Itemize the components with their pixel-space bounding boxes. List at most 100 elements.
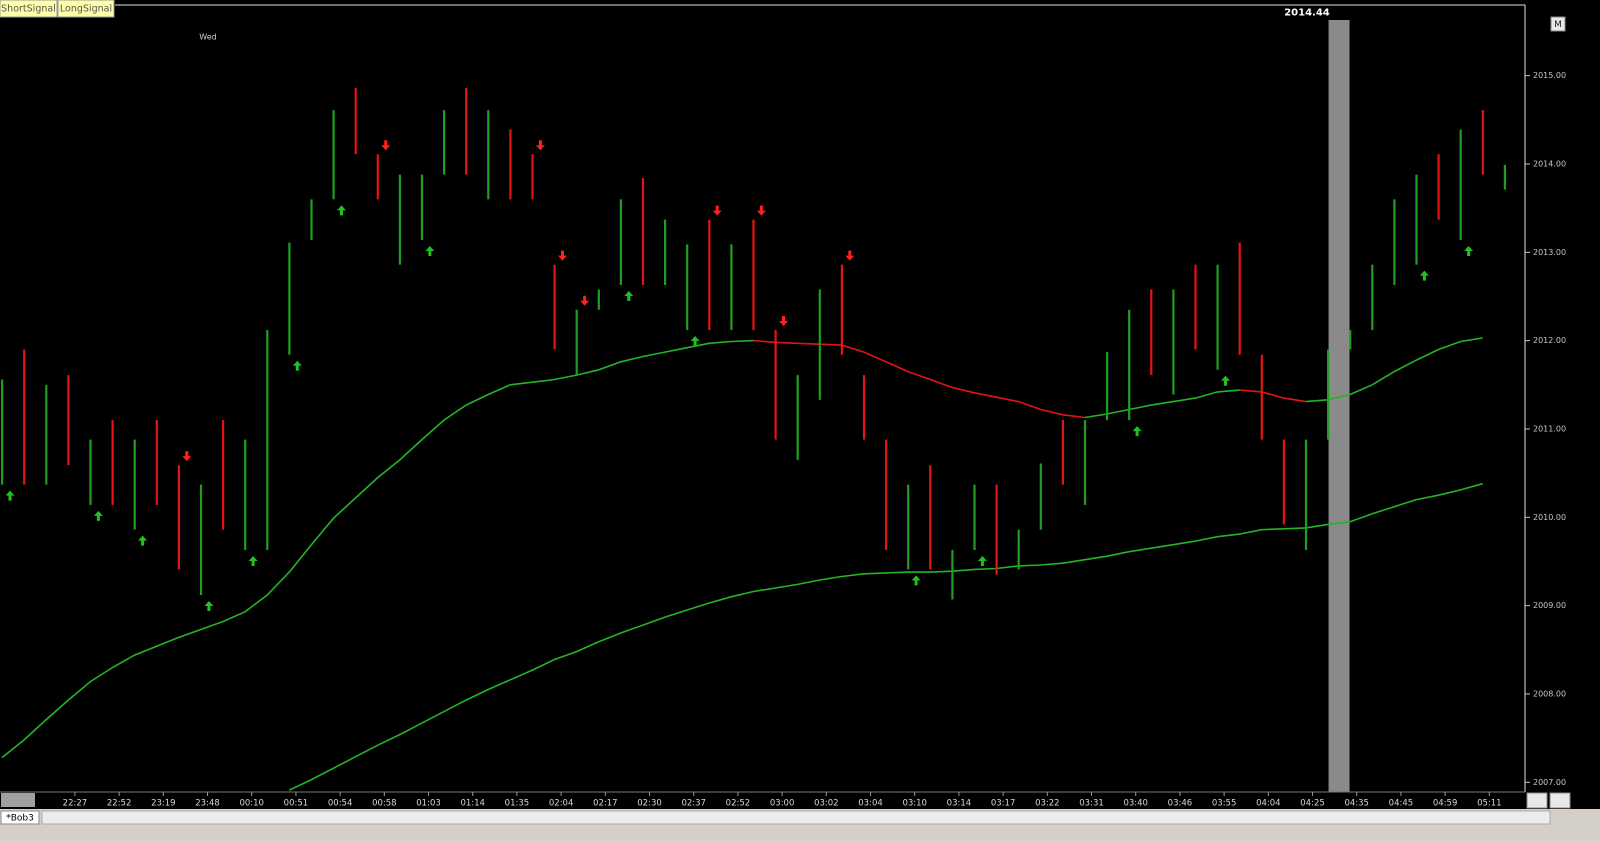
range-bar [951,549,954,600]
long-signal-arrow [1464,245,1474,256]
long-signal-arrow [425,245,435,256]
range-bar [929,465,932,570]
x-tick-label: 22:52 [107,799,132,809]
long-signal-button[interactable] [57,0,115,18]
range-bar [23,349,26,485]
x-tick-label: 02:30 [637,799,662,809]
long-signal-arrow [248,555,258,566]
short-signal-arrow [558,250,567,261]
moving-average [1,339,754,759]
y-tick-label: 2007.00 [1533,778,1566,787]
zoom-button[interactable] [1549,792,1571,809]
range-bar [708,219,711,331]
range-bar [332,110,335,200]
x-tick-label: 04:59 [1433,799,1458,809]
range-bar [222,420,225,530]
refresh-button[interactable] [1526,792,1548,809]
range-bar [531,154,534,200]
long-signal-arrow [292,360,302,371]
range-bar [818,289,821,400]
x-tick-label: 03:00 [770,799,795,809]
scrollbar[interactable] [41,810,1551,825]
long-signal-arrow [138,535,148,546]
range-bar [1172,289,1175,395]
short-signal-button[interactable] [0,0,58,18]
y-tick-label: 2008.00 [1533,689,1566,698]
range-bar [509,129,512,200]
short-signal-arrow [381,140,391,151]
range-bar [686,244,689,331]
y-tick-label: 2010.00 [1533,513,1566,522]
scroll-handle[interactable] [1,793,35,807]
x-tick-label: 03:04 [858,799,883,809]
range-bar [354,88,357,155]
range-bar [553,264,556,350]
x-tick-label: 22:27 [63,799,88,809]
range-bar [1083,420,1087,505]
x-tick-label: 02:17 [593,799,618,809]
tab-label[interactable]: *Bob3 [6,814,34,824]
range-bar [1349,330,1352,350]
x-tick-label: 02:37 [681,799,706,809]
range-bar [111,420,114,505]
y-tick-label: 2013.00 [1533,248,1566,257]
price-label: 2014.44 [1284,8,1330,19]
range-bar [310,199,313,240]
x-tick-label: 05:11 [1477,799,1502,809]
range-bar [288,242,291,355]
short-signal-arrow [535,140,545,151]
range-bar [752,219,755,331]
plot-area [1,20,1506,792]
range-bar [1017,529,1020,570]
range-bar [641,178,645,285]
tab[interactable] [0,810,40,825]
range-bar [67,375,70,466]
day-label: Wed [199,33,216,42]
range-bar [1437,154,1440,220]
x-tick-label: 03:46 [1168,799,1193,809]
moving-average [1084,389,1240,419]
range-bar [177,465,180,570]
long-signal-arrow [1419,270,1429,281]
short-signal-arrow [182,451,192,462]
range-bar [89,439,92,505]
moving-average [753,339,1085,419]
range-bar [664,219,667,285]
moving-average [1305,337,1483,403]
range-bar [420,174,424,240]
x-tick-label: 01:14 [460,799,485,809]
long-signal-label[interactable]: LongSignal [60,4,112,15]
corner-button[interactable] [1550,16,1566,32]
x-tick-label: 03:22 [1035,799,1060,809]
range-bar [1503,164,1506,190]
range-bar [885,439,888,550]
range-bar [796,375,799,460]
x-tick-label: 01:35 [505,799,530,809]
short-signal-label[interactable]: ShortSignal [1,4,56,15]
long-signal-arrow [337,205,346,216]
range-bar [1260,354,1263,440]
corner-button-label[interactable]: M [1554,20,1562,30]
long-signal-arrow [624,290,634,301]
range-bar [155,420,158,505]
y-tick-label: 2014.00 [1533,159,1566,168]
range-bar [1459,129,1462,240]
y-tick-label: 2012.00 [1533,336,1566,345]
short-signal-arrow [845,250,855,261]
range-bar [1150,289,1153,376]
range-bar [465,88,468,175]
x-tick-label: 03:31 [1079,799,1104,809]
y-tick-label: 2009.00 [1533,601,1566,610]
range-bar [376,154,379,200]
short-signal-arrow [712,205,722,216]
moving-average [288,482,1483,791]
range-bar [1393,199,1396,285]
x-tick-label: 03:17 [991,799,1016,809]
long-signal-arrow [93,510,103,521]
range-bar [597,289,600,310]
x-tick-label: 00:58 [372,799,397,809]
cursor-highlight [1328,20,1350,792]
range-bar [1304,439,1308,550]
x-tick-label: 23:19 [151,799,176,809]
